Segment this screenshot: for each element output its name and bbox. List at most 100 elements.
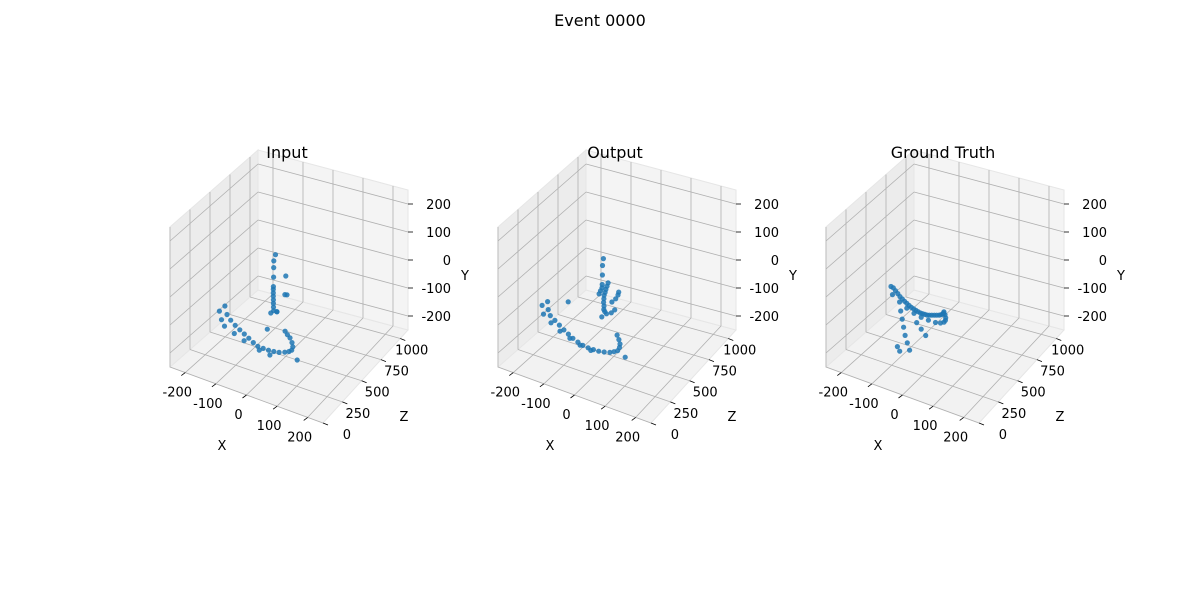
z-tick <box>728 338 734 341</box>
data-point <box>222 303 228 309</box>
data-point <box>622 354 628 360</box>
data-point <box>897 299 903 305</box>
grid-line-y <box>585 219 737 261</box>
data-point <box>616 289 622 295</box>
grid-line-x <box>276 317 364 407</box>
data-point <box>565 299 571 305</box>
data-point <box>601 349 607 355</box>
x-tick <box>509 372 514 376</box>
grid-line-y <box>257 191 409 233</box>
grid-line-y <box>497 163 587 242</box>
data-point <box>894 344 901 350</box>
grid-line-y <box>169 247 259 326</box>
grid-line-y <box>825 219 915 298</box>
figure-title: Event 0000 <box>554 11 646 30</box>
z-tick <box>650 422 657 426</box>
data-point <box>276 349 282 355</box>
z-tick <box>708 359 715 362</box>
data-point <box>889 292 896 298</box>
z-tick-label: 250 <box>673 407 698 422</box>
x-tick-label: 0 <box>562 408 570 423</box>
data-point <box>265 347 272 353</box>
grid-line-y <box>257 275 409 317</box>
grid-line-y <box>169 275 259 354</box>
y-tick-label: 100 <box>754 226 779 241</box>
x-tick-label: -200 <box>491 386 521 401</box>
grid-line-x <box>513 293 602 373</box>
data-point <box>605 280 611 286</box>
x-tick <box>539 383 545 388</box>
data-point <box>271 274 277 280</box>
data-point <box>284 292 290 298</box>
data-point <box>216 308 222 314</box>
grid-line-x <box>932 317 1020 407</box>
data-point <box>255 343 261 349</box>
data-point <box>914 320 920 326</box>
subplot-title: Output <box>587 143 643 162</box>
z-tick <box>322 422 329 426</box>
data-point <box>616 337 622 343</box>
x-tick <box>211 383 217 388</box>
grid-line-y <box>825 191 915 270</box>
data-point <box>250 340 256 346</box>
grid-line-x <box>635 325 722 418</box>
x-tick-label: 200 <box>615 430 640 445</box>
grid-line-y <box>913 191 1065 233</box>
data-point <box>599 262 606 269</box>
x-tick <box>303 417 308 421</box>
data-point <box>271 258 277 264</box>
grid-line-x <box>604 317 692 407</box>
z-tick-label: 0 <box>343 428 351 443</box>
data-point <box>599 285 605 291</box>
data-point <box>932 319 939 326</box>
z-tick <box>689 380 695 384</box>
data-point <box>577 342 583 348</box>
data-point <box>561 327 567 333</box>
grid-line-y <box>257 163 409 205</box>
grid-line-z <box>865 331 1018 382</box>
grid-line-y <box>169 163 259 242</box>
data-point <box>607 349 613 355</box>
grid-line-x <box>185 293 274 373</box>
y-tick-label: -100 <box>749 282 779 297</box>
y-tick-label: 200 <box>1082 198 1107 213</box>
x-axis-label: X <box>874 439 883 454</box>
data-point <box>221 323 228 329</box>
x-tick-label: -100 <box>193 397 223 412</box>
grid-line-y <box>825 247 915 326</box>
x-tick-label: 100 <box>585 419 610 434</box>
data-point <box>231 330 237 337</box>
y-tick-label: -100 <box>421 282 451 297</box>
z-tick-label: 750 <box>712 365 737 380</box>
x-tick-label: -100 <box>521 397 551 412</box>
z-tick <box>1056 338 1062 341</box>
data-point <box>246 335 252 341</box>
data-point <box>270 290 276 296</box>
z-tick <box>978 422 985 426</box>
x-tick <box>898 394 903 399</box>
y-tick-label: 0 <box>771 254 779 269</box>
data-point <box>901 324 907 330</box>
grid-line-y <box>497 219 587 298</box>
grid-line-y <box>825 163 915 242</box>
z-tick <box>998 401 1004 405</box>
data-point <box>897 348 903 354</box>
data-point <box>290 344 296 350</box>
data-point <box>540 311 547 317</box>
z-axis-label: Z <box>728 410 737 425</box>
data-point <box>224 311 230 318</box>
x-tick-label: 0 <box>890 408 898 423</box>
data-point <box>612 307 618 313</box>
data-point <box>289 340 295 346</box>
data-point <box>241 331 247 337</box>
grid-line-y <box>913 247 1065 289</box>
data-point <box>264 326 270 332</box>
x-tick <box>600 405 606 410</box>
data-point <box>271 265 277 271</box>
y-tick-label: -100 <box>1077 282 1107 297</box>
x-tick-label: 200 <box>287 430 312 445</box>
data-point <box>267 352 273 358</box>
